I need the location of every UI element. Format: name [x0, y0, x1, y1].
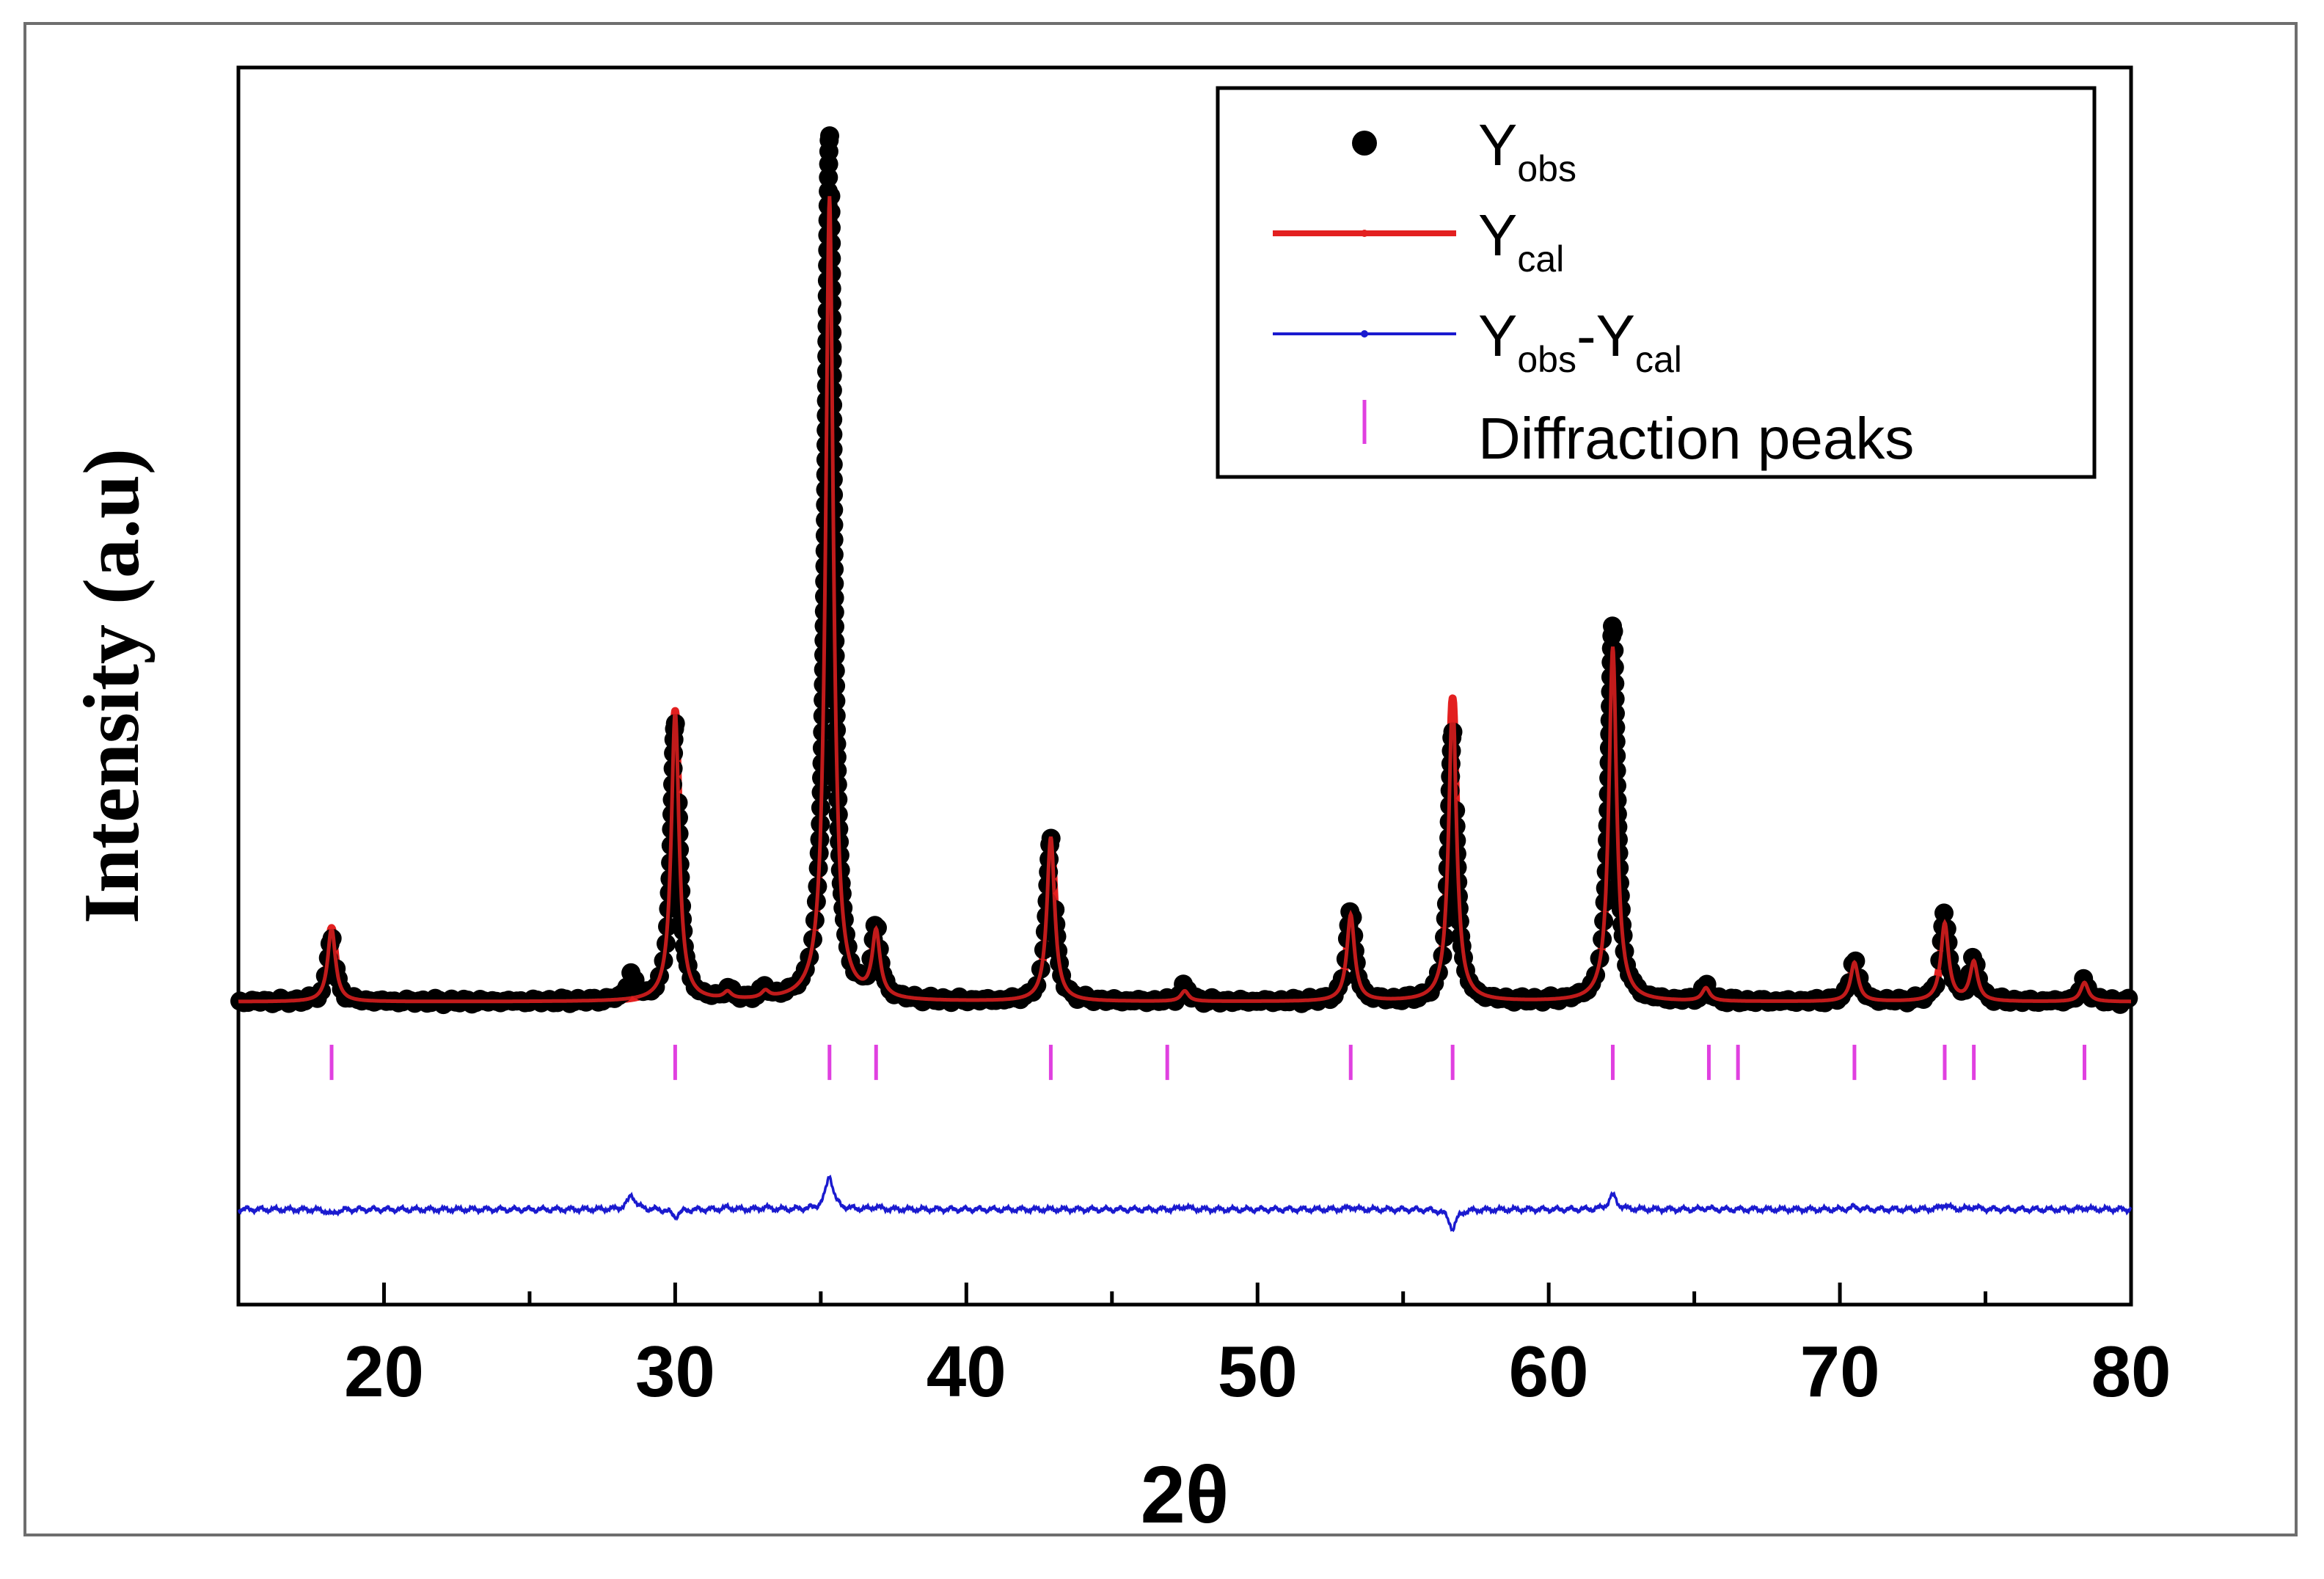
difference-curve [237, 1174, 2133, 1233]
legend-marker-observed [1352, 131, 1377, 156]
observed-point [1934, 903, 1954, 923]
calculated-curve-highlight [238, 196, 2131, 1004]
legend-label-diff: Yobs-Ycal [1478, 303, 1682, 380]
observed-point [819, 167, 838, 187]
y-axis-label: Intensity (a.u) [68, 448, 156, 924]
difference-series [237, 1174, 2133, 1233]
observed-point [1604, 621, 1623, 641]
legend-marker-dot-cal [1361, 230, 1368, 237]
x-tick-label: 60 [1509, 1331, 1589, 1412]
calculated-series-overlay [238, 196, 2131, 1004]
x-tick-label: 20 [344, 1331, 424, 1412]
x-axis: 20 30 40 50 60 70 80 [236, 1283, 2171, 1412]
x-tick-label: 70 [1800, 1331, 1880, 1412]
plot-area [236, 65, 2133, 1307]
x-tick-label: 40 [927, 1331, 1006, 1412]
observed-point [821, 186, 841, 206]
legend-marker-dot-diff [1361, 330, 1368, 338]
diffraction-peak-ticks [329, 1044, 2086, 1080]
legend-label-cal: Ycal [1478, 203, 1564, 280]
x-tick-label: 30 [635, 1331, 715, 1412]
x-axis-label: 2θ [1141, 1450, 1229, 1540]
x-tick-label: 80 [2091, 1331, 2171, 1412]
x-tick-label: 50 [1218, 1331, 1298, 1412]
observed-point [2119, 988, 2138, 1008]
legend-label-peaks: Diffraction peaks [1478, 406, 1914, 471]
observed-point [820, 126, 839, 146]
